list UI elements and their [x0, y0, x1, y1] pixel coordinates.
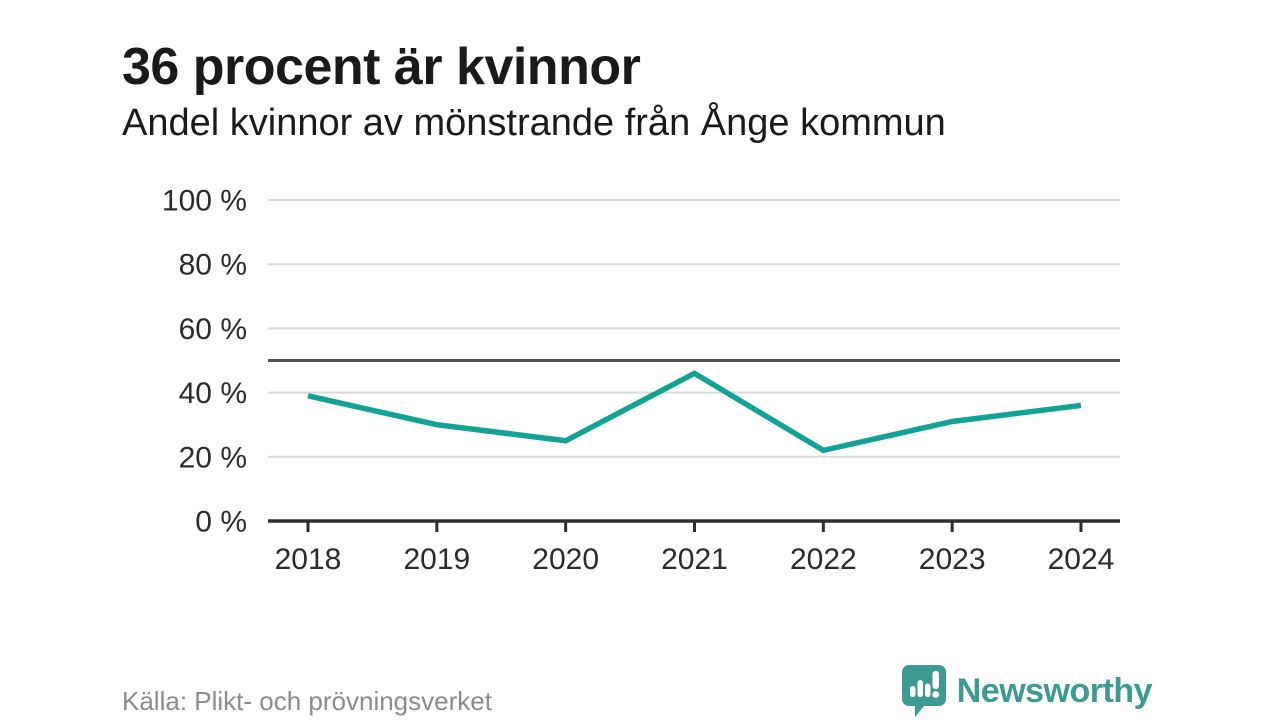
brand-name: Newsworthy	[956, 671, 1153, 710]
data-line-andel-kvinnor	[307, 370, 1082, 454]
logo-bar-2	[917, 680, 923, 697]
x-axis-label: 2019	[403, 543, 470, 576]
logo-exclamation-dot	[932, 691, 939, 698]
x-axis-label: 2022	[790, 543, 857, 576]
logo-bar-1	[909, 686, 916, 697]
newsworthy-logo: Newsworthy	[901, 664, 1153, 718]
newsworthy-bubble-icon	[901, 665, 946, 717]
y-axis-label: 100 %	[162, 185, 247, 218]
logo-exclamation-bar	[932, 671, 939, 689]
x-axis-label: 2018	[275, 543, 342, 576]
page-title: 36 procent är kvinnor	[122, 37, 641, 96]
y-axis-label: 80 %	[179, 249, 247, 282]
x-axis-label: 2020	[532, 543, 599, 576]
x-axis-label: 2021	[661, 543, 728, 576]
speech-bubble-shape	[901, 665, 946, 717]
y-axis-label: 40 %	[179, 377, 247, 410]
y-axis-label: 60 %	[179, 313, 247, 346]
source-note: Källa: Plikt- och prövningsverket	[122, 686, 492, 716]
x-axis-label: 2024	[1048, 543, 1115, 576]
logo-bar-3	[924, 683, 931, 697]
chart-subtitle: Andel kvinnor av mönstrande från Ånge ko…	[122, 102, 946, 144]
x-axis-label: 2023	[919, 543, 986, 576]
y-axis-label: 20 %	[179, 441, 247, 474]
y-axis-label: 0 %	[195, 506, 247, 539]
